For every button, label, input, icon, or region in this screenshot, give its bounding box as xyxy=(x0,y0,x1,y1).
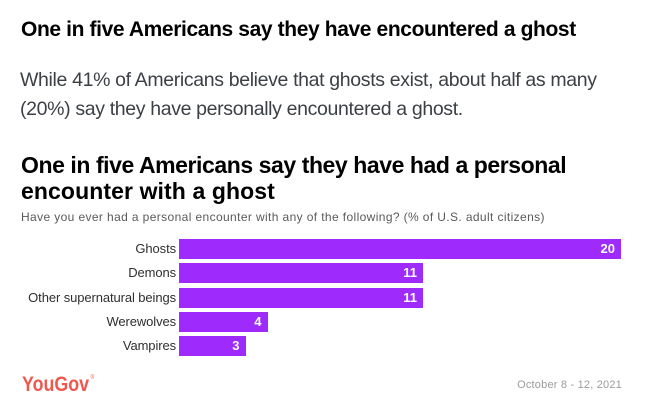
svg-text:YouGov: YouGov xyxy=(22,373,89,396)
svg-text:®: ® xyxy=(91,374,95,381)
